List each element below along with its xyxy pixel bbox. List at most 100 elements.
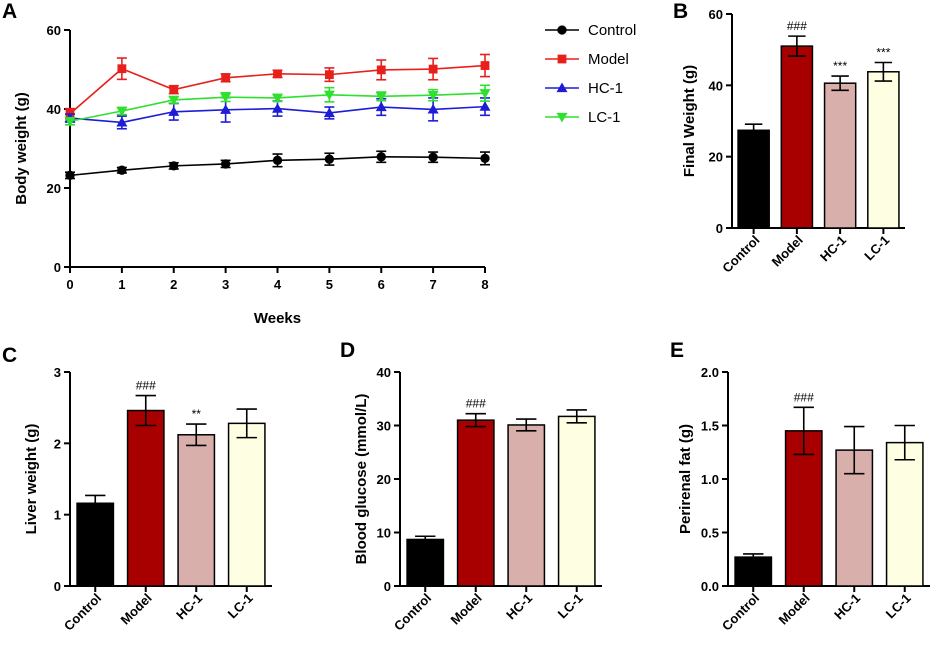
data-point-marker — [221, 73, 231, 83]
category-label: Model — [118, 590, 155, 627]
y-tick-label: 40 — [709, 78, 723, 93]
legend-label: HC-1 — [588, 80, 623, 97]
data-point-marker — [556, 82, 568, 93]
series-lc-1 — [64, 84, 491, 127]
legend-item: LC-1 — [545, 109, 621, 126]
y-axis-title: Final Weight (g) — [681, 65, 698, 177]
data-point-marker — [324, 154, 335, 164]
data-point-marker — [117, 64, 127, 74]
y-tick-label: 0 — [716, 221, 723, 236]
data-point-marker — [116, 116, 128, 127]
category-label: LC-1 — [225, 590, 256, 621]
y-tick-label: 2.0 — [701, 365, 719, 380]
y-tick-label: 0 — [384, 579, 391, 594]
y-axis-title: Perirenal fat (g) — [677, 424, 694, 534]
data-point-marker — [169, 161, 179, 171]
category-label: LC-1 — [861, 232, 892, 263]
category-label: Control — [719, 590, 762, 633]
panel-letter: B — [673, 0, 688, 23]
category-label: Control — [391, 590, 434, 633]
bar-control — [76, 502, 115, 587]
data-point-marker — [65, 170, 75, 181]
bar-control — [737, 129, 770, 229]
data-point-marker — [323, 107, 335, 118]
significance-annotation: *** — [876, 46, 890, 60]
data-point-marker — [323, 90, 335, 101]
x-tick-label: 8 — [481, 277, 488, 292]
data-point-marker — [479, 101, 491, 111]
y-tick-label: 0 — [54, 579, 61, 594]
legend-label: Control — [588, 22, 636, 39]
series-control — [65, 150, 490, 181]
y-tick-label: 1.5 — [701, 419, 719, 434]
panel-letter: A — [2, 0, 17, 23]
data-point-marker — [64, 117, 76, 127]
data-point-marker — [480, 153, 490, 164]
bar-hc-1 — [823, 82, 857, 229]
data-point-marker — [428, 64, 438, 74]
y-tick-label: 40 — [47, 102, 61, 117]
data-point-marker — [480, 61, 490, 70]
data-point-marker — [220, 104, 232, 114]
legend-item: Model — [545, 51, 629, 68]
y-tick-label: 1 — [54, 508, 61, 523]
x-tick-label: 1 — [118, 277, 125, 292]
data-point-marker — [376, 65, 386, 75]
y-tick-label: 1.0 — [701, 472, 719, 487]
data-point-marker — [557, 54, 567, 64]
x-tick-label: 2 — [170, 277, 177, 292]
y-tick-label: 10 — [377, 526, 391, 541]
category-label: Model — [448, 590, 485, 627]
y-tick-label: 2 — [54, 436, 61, 451]
legend-item: HC-1 — [545, 80, 623, 97]
data-point-marker — [556, 112, 568, 123]
bar-model — [456, 419, 495, 587]
y-tick-label: 20 — [377, 472, 391, 487]
y-tick-label: 30 — [377, 419, 391, 434]
panel-b-bar-chart: B 0 20 40 60 Final Weight (g) Control Model ### H… — [673, 0, 905, 276]
category-label: HC-1 — [831, 590, 863, 622]
panel-a-line-chart: A 0 20 40 60 Body weight (g) 0 1 2 3 4 5 6 7 8 Weeks Con… — [2, 0, 636, 327]
legend-label: LC-1 — [588, 109, 621, 126]
y-tick-label: 20 — [709, 150, 723, 165]
significance-annotation: ** — [192, 407, 202, 421]
bar-lc-1 — [867, 71, 900, 229]
data-point-marker — [479, 89, 491, 99]
data-point-marker — [428, 152, 438, 162]
legend: Control Model HC-1 LC-1 — [545, 22, 636, 126]
data-point-marker — [273, 69, 282, 79]
category-label: LC-1 — [883, 590, 914, 621]
significance-annotation: ### — [136, 379, 156, 393]
legend-label: Model — [588, 51, 629, 68]
data-point-marker — [427, 91, 439, 101]
data-point-marker — [220, 93, 232, 103]
significance-annotation: *** — [833, 59, 847, 73]
panel-c-bar-chart: C 0 1 2 3 Liver weight (g) Control Model ### HC-1… — [2, 344, 272, 634]
significance-annotation: ### — [787, 19, 807, 33]
panel-e-bar-chart: E 0.0 0.5 1.0 1.5 2.0 Perirenal fat (g) Control… — [670, 339, 930, 634]
y-tick-label: 0.5 — [701, 526, 719, 541]
bar-hc-1 — [177, 434, 216, 587]
bar-control — [734, 556, 773, 587]
data-point-marker — [272, 155, 283, 166]
legend-item: Control — [545, 22, 636, 39]
x-tick-label: 7 — [430, 277, 437, 292]
category-label: Control — [61, 590, 104, 633]
data-point-marker — [272, 93, 283, 104]
y-tick-label: 60 — [47, 23, 61, 38]
significance-annotation: ### — [466, 397, 486, 411]
x-tick-label: 5 — [326, 277, 333, 292]
data-point-marker — [272, 103, 283, 113]
y-tick-label: 60 — [709, 7, 723, 22]
bar-model — [126, 409, 165, 587]
data-point-marker — [168, 106, 180, 116]
bar-model — [784, 430, 823, 587]
data-point-marker — [169, 85, 179, 95]
bar-model — [780, 45, 814, 229]
data-point-marker — [220, 159, 231, 169]
category-label: HC-1 — [503, 590, 535, 622]
data-point-marker — [324, 70, 334, 80]
x-tick-label: 4 — [274, 277, 282, 292]
data-point-marker — [117, 165, 127, 175]
